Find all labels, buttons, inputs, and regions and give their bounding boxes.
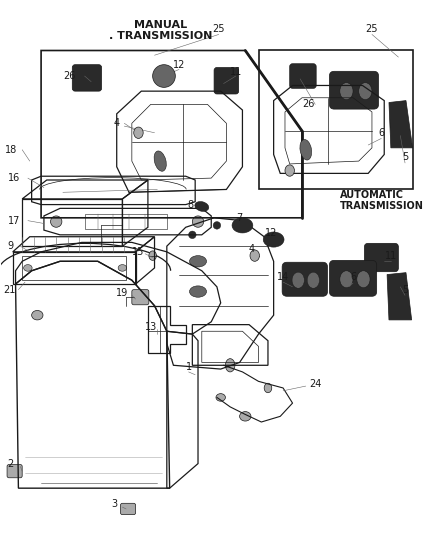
FancyBboxPatch shape <box>329 260 377 296</box>
Circle shape <box>50 216 62 227</box>
FancyBboxPatch shape <box>72 64 102 91</box>
FancyBboxPatch shape <box>329 71 378 109</box>
Text: 26: 26 <box>63 71 76 81</box>
Text: 13: 13 <box>145 322 157 333</box>
Text: 11: 11 <box>230 67 242 77</box>
Text: 18: 18 <box>5 145 17 155</box>
Text: 9: 9 <box>8 241 14 251</box>
Text: 17: 17 <box>7 216 20 225</box>
FancyBboxPatch shape <box>214 68 239 94</box>
Text: 1: 1 <box>186 362 191 372</box>
FancyBboxPatch shape <box>290 64 316 88</box>
Text: 8: 8 <box>187 199 194 209</box>
Ellipse shape <box>292 272 304 288</box>
FancyBboxPatch shape <box>364 244 399 272</box>
Text: 6: 6 <box>350 272 356 282</box>
Ellipse shape <box>232 218 253 233</box>
FancyBboxPatch shape <box>120 503 136 515</box>
Text: 6: 6 <box>378 128 385 138</box>
Text: MANUAL: MANUAL <box>134 20 187 30</box>
Text: 3: 3 <box>112 499 118 509</box>
Text: 4: 4 <box>113 118 120 128</box>
Ellipse shape <box>285 165 294 176</box>
Ellipse shape <box>190 256 207 267</box>
FancyBboxPatch shape <box>282 262 328 296</box>
Circle shape <box>239 223 246 231</box>
Ellipse shape <box>134 127 143 139</box>
Text: 4: 4 <box>249 244 255 254</box>
Text: 7: 7 <box>237 213 243 223</box>
Ellipse shape <box>154 151 166 171</box>
Ellipse shape <box>195 201 209 212</box>
Ellipse shape <box>307 272 319 288</box>
Ellipse shape <box>263 232 284 247</box>
Circle shape <box>213 222 221 229</box>
Text: 11: 11 <box>385 251 397 261</box>
Text: AUTOMATIC: AUTOMATIC <box>340 190 404 200</box>
Text: 26: 26 <box>302 99 315 109</box>
Text: 16: 16 <box>7 173 20 183</box>
Ellipse shape <box>32 310 43 320</box>
Text: 25: 25 <box>212 24 225 34</box>
Ellipse shape <box>300 140 312 160</box>
Text: . TRANSMISSION: . TRANSMISSION <box>109 31 212 42</box>
Ellipse shape <box>359 83 372 100</box>
Ellipse shape <box>340 83 353 100</box>
Polygon shape <box>389 101 413 148</box>
Text: 12: 12 <box>173 60 185 70</box>
Text: 5: 5 <box>402 152 408 163</box>
Ellipse shape <box>340 271 353 288</box>
Ellipse shape <box>118 264 127 271</box>
Text: 12: 12 <box>265 228 277 238</box>
Polygon shape <box>387 273 412 320</box>
FancyBboxPatch shape <box>132 289 149 305</box>
Text: 21: 21 <box>3 285 15 295</box>
Text: 5: 5 <box>402 285 408 295</box>
Ellipse shape <box>24 264 32 271</box>
Text: 19: 19 <box>116 288 128 298</box>
Ellipse shape <box>264 383 272 393</box>
Text: 25: 25 <box>366 24 378 34</box>
Circle shape <box>192 216 204 227</box>
Text: TRANSMISSION: TRANSMISSION <box>340 201 424 212</box>
Ellipse shape <box>250 250 259 261</box>
Ellipse shape <box>190 286 207 297</box>
Ellipse shape <box>149 251 156 260</box>
Text: 14: 14 <box>277 272 289 282</box>
Text: 15: 15 <box>132 247 145 257</box>
Circle shape <box>152 64 175 87</box>
Text: 2: 2 <box>8 458 14 469</box>
FancyBboxPatch shape <box>7 465 22 478</box>
Ellipse shape <box>226 359 235 372</box>
Ellipse shape <box>216 394 226 401</box>
Ellipse shape <box>357 271 370 288</box>
Text: 24: 24 <box>309 379 321 389</box>
Ellipse shape <box>240 411 251 421</box>
Circle shape <box>188 231 196 239</box>
